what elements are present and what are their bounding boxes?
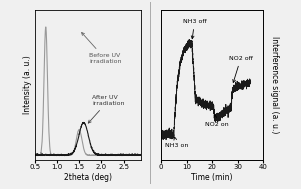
Text: NH3 on: NH3 on (165, 137, 188, 148)
Text: Before UV
irradiation: Before UV irradiation (82, 33, 121, 64)
X-axis label: Time (min): Time (min) (191, 173, 233, 182)
Y-axis label: Intensity (a. u.): Intensity (a. u.) (23, 56, 32, 114)
Text: NO2 on: NO2 on (205, 115, 228, 127)
Text: NH3 off: NH3 off (183, 19, 206, 39)
X-axis label: 2theta (deg): 2theta (deg) (64, 173, 112, 182)
Text: NO2 off: NO2 off (229, 56, 253, 82)
Text: After UV
irradiation: After UV irradiation (88, 95, 125, 123)
Y-axis label: Interference signal (a. u.): Interference signal (a. u.) (270, 36, 279, 134)
